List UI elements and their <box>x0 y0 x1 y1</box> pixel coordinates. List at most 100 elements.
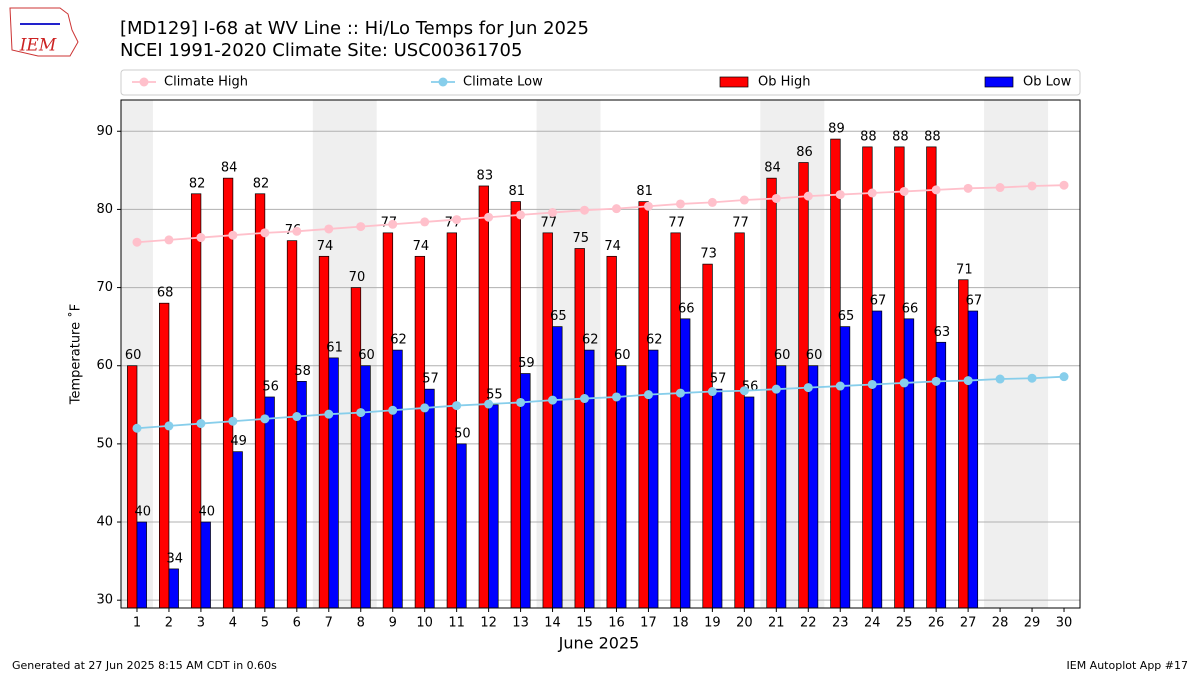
x-tick-label: 22 <box>800 616 817 631</box>
point <box>643 390 653 400</box>
value-label: 62 <box>646 333 663 348</box>
bar <box>734 232 745 609</box>
value-label: 81 <box>509 184 526 199</box>
bar <box>552 326 563 609</box>
bar <box>807 365 819 609</box>
point <box>228 230 238 240</box>
x-tick-label: 6 <box>293 616 301 631</box>
bar <box>286 240 298 609</box>
point <box>548 395 558 405</box>
bar <box>222 177 234 609</box>
point <box>963 376 973 386</box>
x-tick-label: 7 <box>325 616 333 631</box>
point <box>1059 180 1069 190</box>
x-tick-label: 17 <box>640 616 657 631</box>
point <box>132 237 142 247</box>
value-label: 63 <box>934 325 951 340</box>
line <box>136 184 1065 244</box>
point <box>643 201 653 211</box>
x-tick-label: 24 <box>864 616 881 631</box>
value-label: 55 <box>486 387 503 402</box>
footer-left: Generated at 27 Jun 2025 8:15 AM CDT in … <box>12 659 277 672</box>
legend-label: Climate High <box>164 75 248 90</box>
point <box>771 384 781 394</box>
value-label: 77 <box>540 215 557 230</box>
value-label: 50 <box>454 426 471 441</box>
x-tick-label: 29 <box>1024 616 1041 631</box>
value-label: 58 <box>294 364 311 379</box>
bar <box>775 365 787 609</box>
value-label: 74 <box>604 239 621 254</box>
bar <box>712 388 723 609</box>
x-tick-label: 19 <box>704 616 721 631</box>
bar <box>648 349 659 609</box>
bar <box>958 279 969 609</box>
bar <box>830 138 841 609</box>
point <box>835 381 845 391</box>
x-tick-label: 26 <box>928 616 945 631</box>
point <box>931 185 941 195</box>
value-label: 61 <box>326 340 343 355</box>
x-tick-label: 30 <box>1056 616 1073 631</box>
chart-subtitle: NCEI 1991-2020 Climate Site: USC00361705 <box>120 40 522 61</box>
bar <box>903 318 915 609</box>
value-label: 65 <box>550 309 567 324</box>
bar <box>414 255 426 609</box>
value-label: 67 <box>966 294 983 309</box>
footer-right: IEM Autoplot App #17 <box>1067 659 1189 672</box>
point <box>260 414 270 424</box>
value-label: 84 <box>221 161 238 176</box>
bar <box>542 232 553 609</box>
value-label: 88 <box>892 129 909 144</box>
point <box>1027 373 1037 383</box>
value-label: 60 <box>774 348 791 363</box>
legend-label: Ob Low <box>1023 75 1072 90</box>
value-label: 81 <box>636 184 653 199</box>
value-label: 82 <box>189 176 206 191</box>
point <box>580 205 590 215</box>
point <box>867 379 877 389</box>
legend-marker <box>438 77 448 87</box>
point <box>1027 181 1037 191</box>
x-tick-label: 10 <box>416 616 433 631</box>
point <box>739 386 749 396</box>
legend-box <box>120 69 1081 96</box>
bar <box>670 232 681 609</box>
y-tick-label: 70 <box>96 280 113 295</box>
point <box>899 186 909 196</box>
x-tick-label: 2 <box>165 616 173 631</box>
value-label: 59 <box>518 356 535 371</box>
y-tick-label: 40 <box>96 515 113 530</box>
point <box>388 219 398 229</box>
point <box>803 383 813 393</box>
bar <box>871 310 883 609</box>
bar <box>424 388 435 609</box>
bar <box>168 568 179 609</box>
point <box>452 401 462 411</box>
point <box>516 397 526 407</box>
point <box>356 222 366 232</box>
point <box>931 376 941 386</box>
point <box>995 374 1005 384</box>
value-label: 66 <box>902 301 919 316</box>
bar <box>264 396 275 609</box>
point <box>611 204 621 214</box>
line <box>136 375 1065 430</box>
value-label: 89 <box>828 122 845 137</box>
bar <box>318 255 330 609</box>
bar <box>520 373 531 609</box>
bar <box>127 365 138 609</box>
x-tick-label: 5 <box>261 616 269 631</box>
bar <box>392 349 403 609</box>
value-label: 88 <box>924 129 941 144</box>
point <box>356 408 366 418</box>
x-tick-label: 25 <box>896 616 913 631</box>
value-label: 67 <box>870 294 887 309</box>
value-label: 62 <box>390 333 407 348</box>
point <box>324 409 334 419</box>
bar <box>488 404 499 609</box>
x-tick-label: 8 <box>357 616 365 631</box>
value-label: 83 <box>477 168 494 183</box>
point <box>420 403 430 413</box>
